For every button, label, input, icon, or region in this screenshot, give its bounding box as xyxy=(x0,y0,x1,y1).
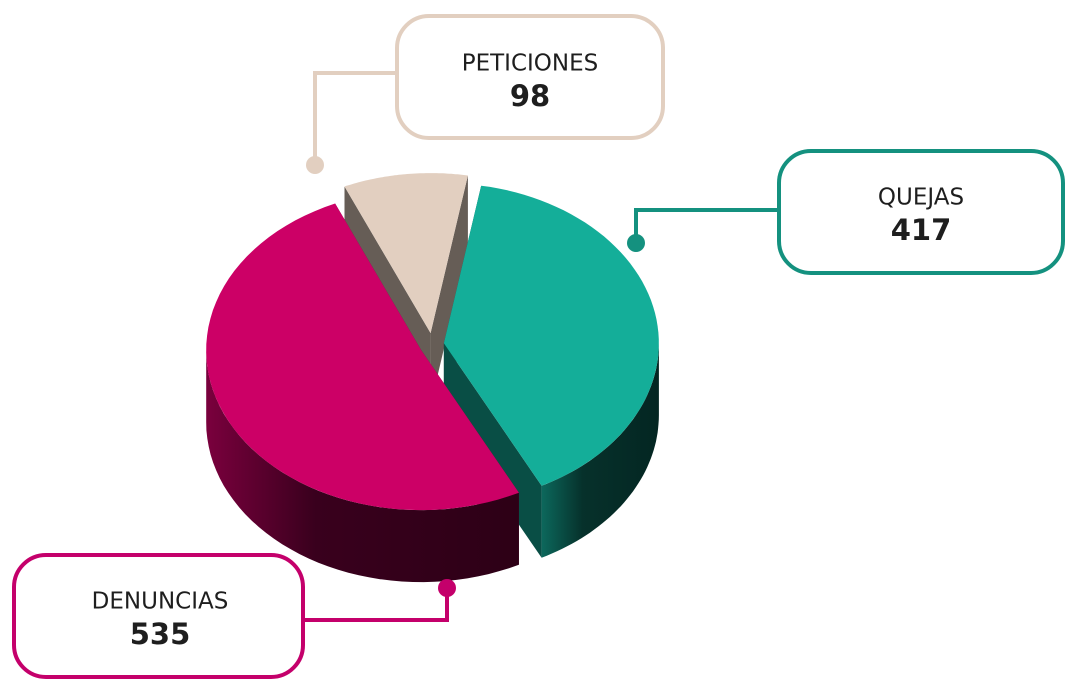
callout-line xyxy=(313,71,397,165)
label-box xyxy=(777,149,1065,275)
slice xyxy=(344,173,468,334)
slice xyxy=(443,185,659,486)
callout-quejas: QUEJAS 417 xyxy=(627,149,1065,275)
callout-dot xyxy=(438,579,456,597)
callout-line xyxy=(634,208,779,243)
callout-dot xyxy=(306,156,324,174)
callout-dot xyxy=(627,234,645,252)
slice xyxy=(206,203,519,511)
pie xyxy=(206,173,659,583)
callout-peticiones: PETICIONES 98 xyxy=(306,14,665,174)
label-value: 535 xyxy=(130,617,191,651)
callout-line xyxy=(303,588,449,622)
label-value: 417 xyxy=(891,213,952,247)
callout-denuncias: DENUNCIAS 535 xyxy=(12,553,456,679)
slice-side xyxy=(206,350,519,583)
label-box xyxy=(395,14,665,140)
label-name: PETICIONES xyxy=(462,51,599,77)
label-box xyxy=(12,553,305,679)
label-value: 98 xyxy=(510,79,550,113)
slice-wall xyxy=(430,175,468,406)
slice-side xyxy=(541,343,659,558)
label-name: QUEJAS xyxy=(878,185,964,211)
label-name: DENUNCIAS xyxy=(92,589,229,615)
